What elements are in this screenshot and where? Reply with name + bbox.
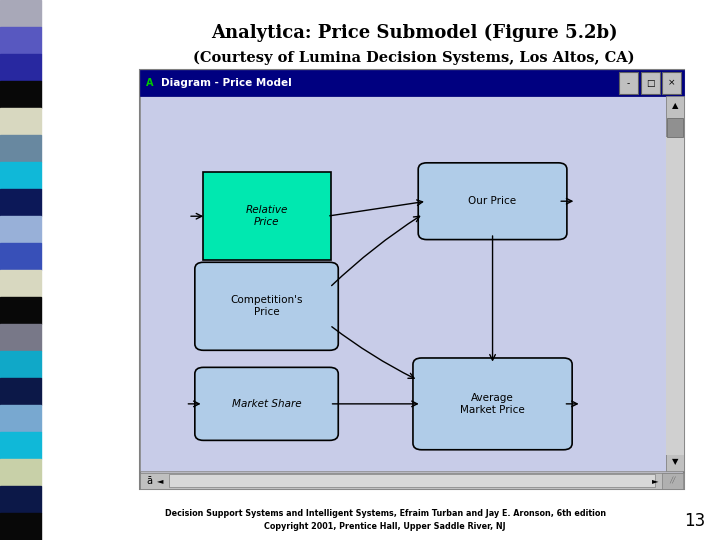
Bar <box>0 459 41 486</box>
Text: ►: ► <box>652 476 659 485</box>
Text: ╱╱: ╱╱ <box>669 477 676 484</box>
Bar <box>0 297 41 324</box>
Bar <box>0 432 41 459</box>
FancyBboxPatch shape <box>662 72 681 94</box>
Bar <box>0 216 41 243</box>
FancyBboxPatch shape <box>140 96 666 471</box>
Bar <box>0 135 41 162</box>
FancyBboxPatch shape <box>140 472 684 489</box>
Bar <box>0 486 41 513</box>
Text: ā: ā <box>146 476 152 485</box>
Text: ▼: ▼ <box>672 457 678 466</box>
FancyBboxPatch shape <box>641 72 660 94</box>
Bar <box>0 0 41 27</box>
Bar <box>0 351 41 378</box>
FancyBboxPatch shape <box>619 72 638 94</box>
Text: Diagram - Price Model: Diagram - Price Model <box>161 78 292 88</box>
Text: Analytica: Price Submodel (Figure 5.2b): Analytica: Price Submodel (Figure 5.2b) <box>211 23 617 42</box>
Text: ◄: ◄ <box>157 476 164 485</box>
Text: ▲: ▲ <box>672 102 678 110</box>
Text: Relative
Price: Relative Price <box>246 205 288 227</box>
Bar <box>0 108 41 135</box>
FancyBboxPatch shape <box>202 172 330 260</box>
Text: Copyright 2001, Prentice Hall, Upper Saddle River, NJ: Copyright 2001, Prentice Hall, Upper Sad… <box>264 522 506 531</box>
FancyBboxPatch shape <box>667 118 683 137</box>
Text: Competition's
Price: Competition's Price <box>230 295 303 317</box>
FancyBboxPatch shape <box>195 262 338 350</box>
Text: Market Share: Market Share <box>232 399 302 409</box>
Text: 13: 13 <box>684 511 706 530</box>
Bar <box>0 324 41 351</box>
Bar <box>0 378 41 405</box>
Bar <box>0 54 41 81</box>
Bar <box>0 405 41 432</box>
Text: A: A <box>146 78 153 88</box>
Bar <box>0 513 41 540</box>
FancyBboxPatch shape <box>418 163 567 240</box>
Text: Our Price: Our Price <box>469 196 517 206</box>
Text: Decision Support Systems and Intelligent Systems, Efraim Turban and Jay E. Arons: Decision Support Systems and Intelligent… <box>165 509 606 517</box>
Bar <box>0 243 41 270</box>
Bar <box>0 189 41 216</box>
FancyBboxPatch shape <box>666 137 684 455</box>
Text: □: □ <box>646 79 654 87</box>
Bar <box>0 270 41 297</box>
FancyBboxPatch shape <box>195 367 338 441</box>
Bar <box>0 27 41 54</box>
FancyBboxPatch shape <box>169 474 655 487</box>
Text: (Courtesy of Lumina Decision Systems, Los Altos, CA): (Courtesy of Lumina Decision Systems, Lo… <box>193 51 635 65</box>
FancyBboxPatch shape <box>666 96 684 471</box>
FancyBboxPatch shape <box>140 70 684 489</box>
Text: Average
Market Price: Average Market Price <box>460 393 525 415</box>
FancyBboxPatch shape <box>662 472 683 489</box>
Bar <box>0 162 41 189</box>
Text: ×: × <box>668 79 675 87</box>
FancyBboxPatch shape <box>413 358 572 450</box>
Bar <box>0 81 41 108</box>
FancyBboxPatch shape <box>140 70 684 96</box>
Text: -: - <box>627 79 630 87</box>
